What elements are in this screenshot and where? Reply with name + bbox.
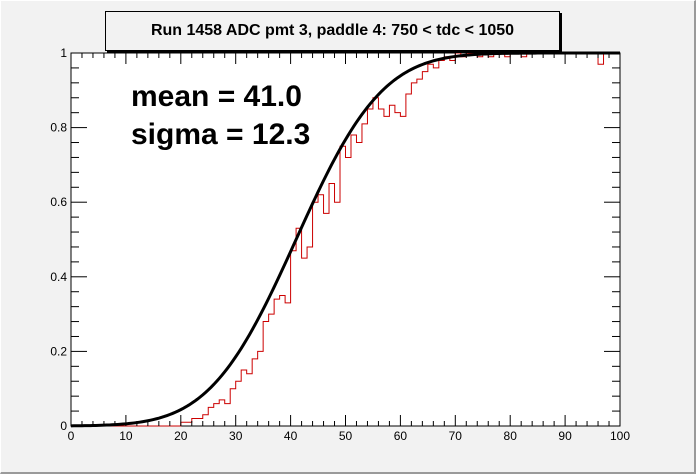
x-tick-label: 80	[504, 429, 518, 443]
y-tick-label: 0.8	[50, 121, 67, 135]
x-tick-label: 40	[284, 429, 298, 443]
x-tick-label: 100	[610, 429, 630, 443]
y-tick-label: 1	[60, 46, 67, 60]
x-tick-label: 20	[174, 429, 188, 443]
x-tick-label: 70	[449, 429, 463, 443]
sigma-annotation: sigma = 12.3	[131, 118, 311, 151]
y-tick-label: 0	[60, 419, 67, 433]
x-tick-label: 50	[339, 429, 353, 443]
mean-annotation: mean = 41.0	[131, 80, 302, 113]
fit-curve	[70, 51, 620, 428]
chart-title: Run 1458 ADC pmt 3, paddle 4: 750 < tdc …	[105, 11, 560, 51]
x-tick-label: 90	[558, 429, 572, 443]
x-tick-label: 30	[229, 429, 243, 443]
x-tick-label: 0	[68, 429, 75, 443]
plot-frame	[70, 52, 621, 427]
axes: 0 10 20 30 40 50 60 70 80 90 100 0 0.2 0.4 0.6 0.8 1	[50, 46, 630, 443]
x-tick-label: 60	[394, 429, 408, 443]
y-tick-label: 0.4	[50, 270, 67, 284]
x-tick-label: 10	[119, 429, 133, 443]
y-tick-label: 0.6	[50, 195, 67, 209]
y-tick-label: 0.2	[50, 344, 67, 358]
